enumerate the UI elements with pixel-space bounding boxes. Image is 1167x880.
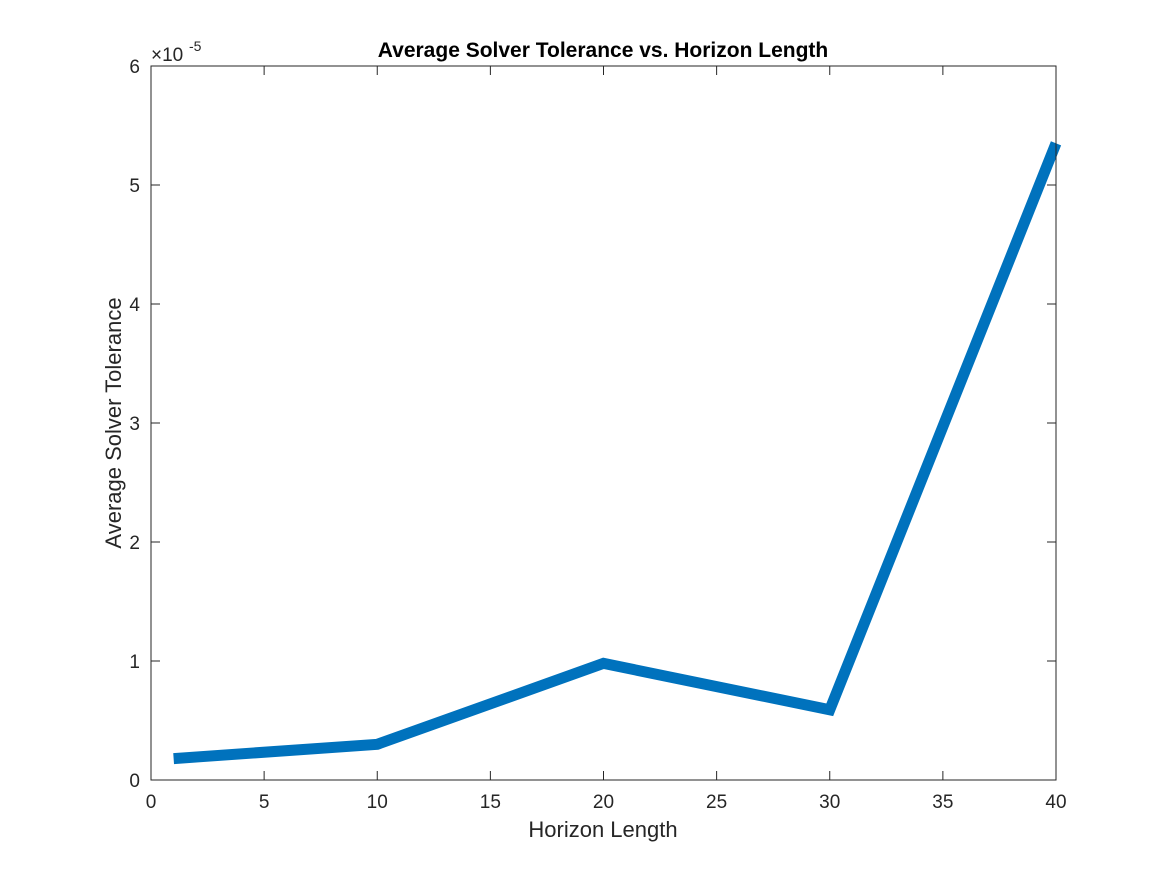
x-tick-label: 5 bbox=[259, 792, 270, 813]
x-tick-labels: 0 5 10 15 20 25 30 35 40 bbox=[146, 792, 1067, 813]
x-tick-label: 35 bbox=[932, 792, 953, 813]
axes-box bbox=[150, 65, 1057, 781]
y-tick-labels: 0 1 2 3 4 5 6 bbox=[129, 57, 140, 792]
y-tick-label: 5 bbox=[129, 176, 140, 197]
y-multiplier-base: ×10 bbox=[151, 45, 183, 66]
x-tick-label: 20 bbox=[593, 792, 614, 813]
y-axis-multiplier: ×10 -5 bbox=[151, 38, 202, 66]
y-tick-label: 3 bbox=[129, 414, 140, 435]
plot-series bbox=[173, 141, 1062, 765]
y-tick-label: 6 bbox=[129, 57, 140, 78]
x-axis-label: Horizon Length bbox=[528, 817, 677, 842]
x-tick-label: 25 bbox=[706, 792, 727, 813]
x-tick-label: 0 bbox=[146, 792, 157, 813]
y-tick-label: 2 bbox=[129, 533, 140, 554]
series-line bbox=[173, 141, 1062, 765]
x-tick-label: 10 bbox=[367, 792, 388, 813]
x-tick-label: 40 bbox=[1045, 792, 1066, 813]
y-multiplier-exponent: -5 bbox=[189, 38, 202, 54]
chart-title: Average Solver Tolerance vs. Horizon Len… bbox=[378, 39, 828, 62]
x-tick-label: 30 bbox=[819, 792, 840, 813]
x-tick-label: 15 bbox=[480, 792, 501, 813]
y-tick-label: 4 bbox=[129, 295, 140, 316]
y-axis-label: Average Solver Tolerance bbox=[101, 297, 126, 548]
y-tick-label: 1 bbox=[129, 652, 140, 673]
y-tick-label: 0 bbox=[129, 771, 140, 792]
